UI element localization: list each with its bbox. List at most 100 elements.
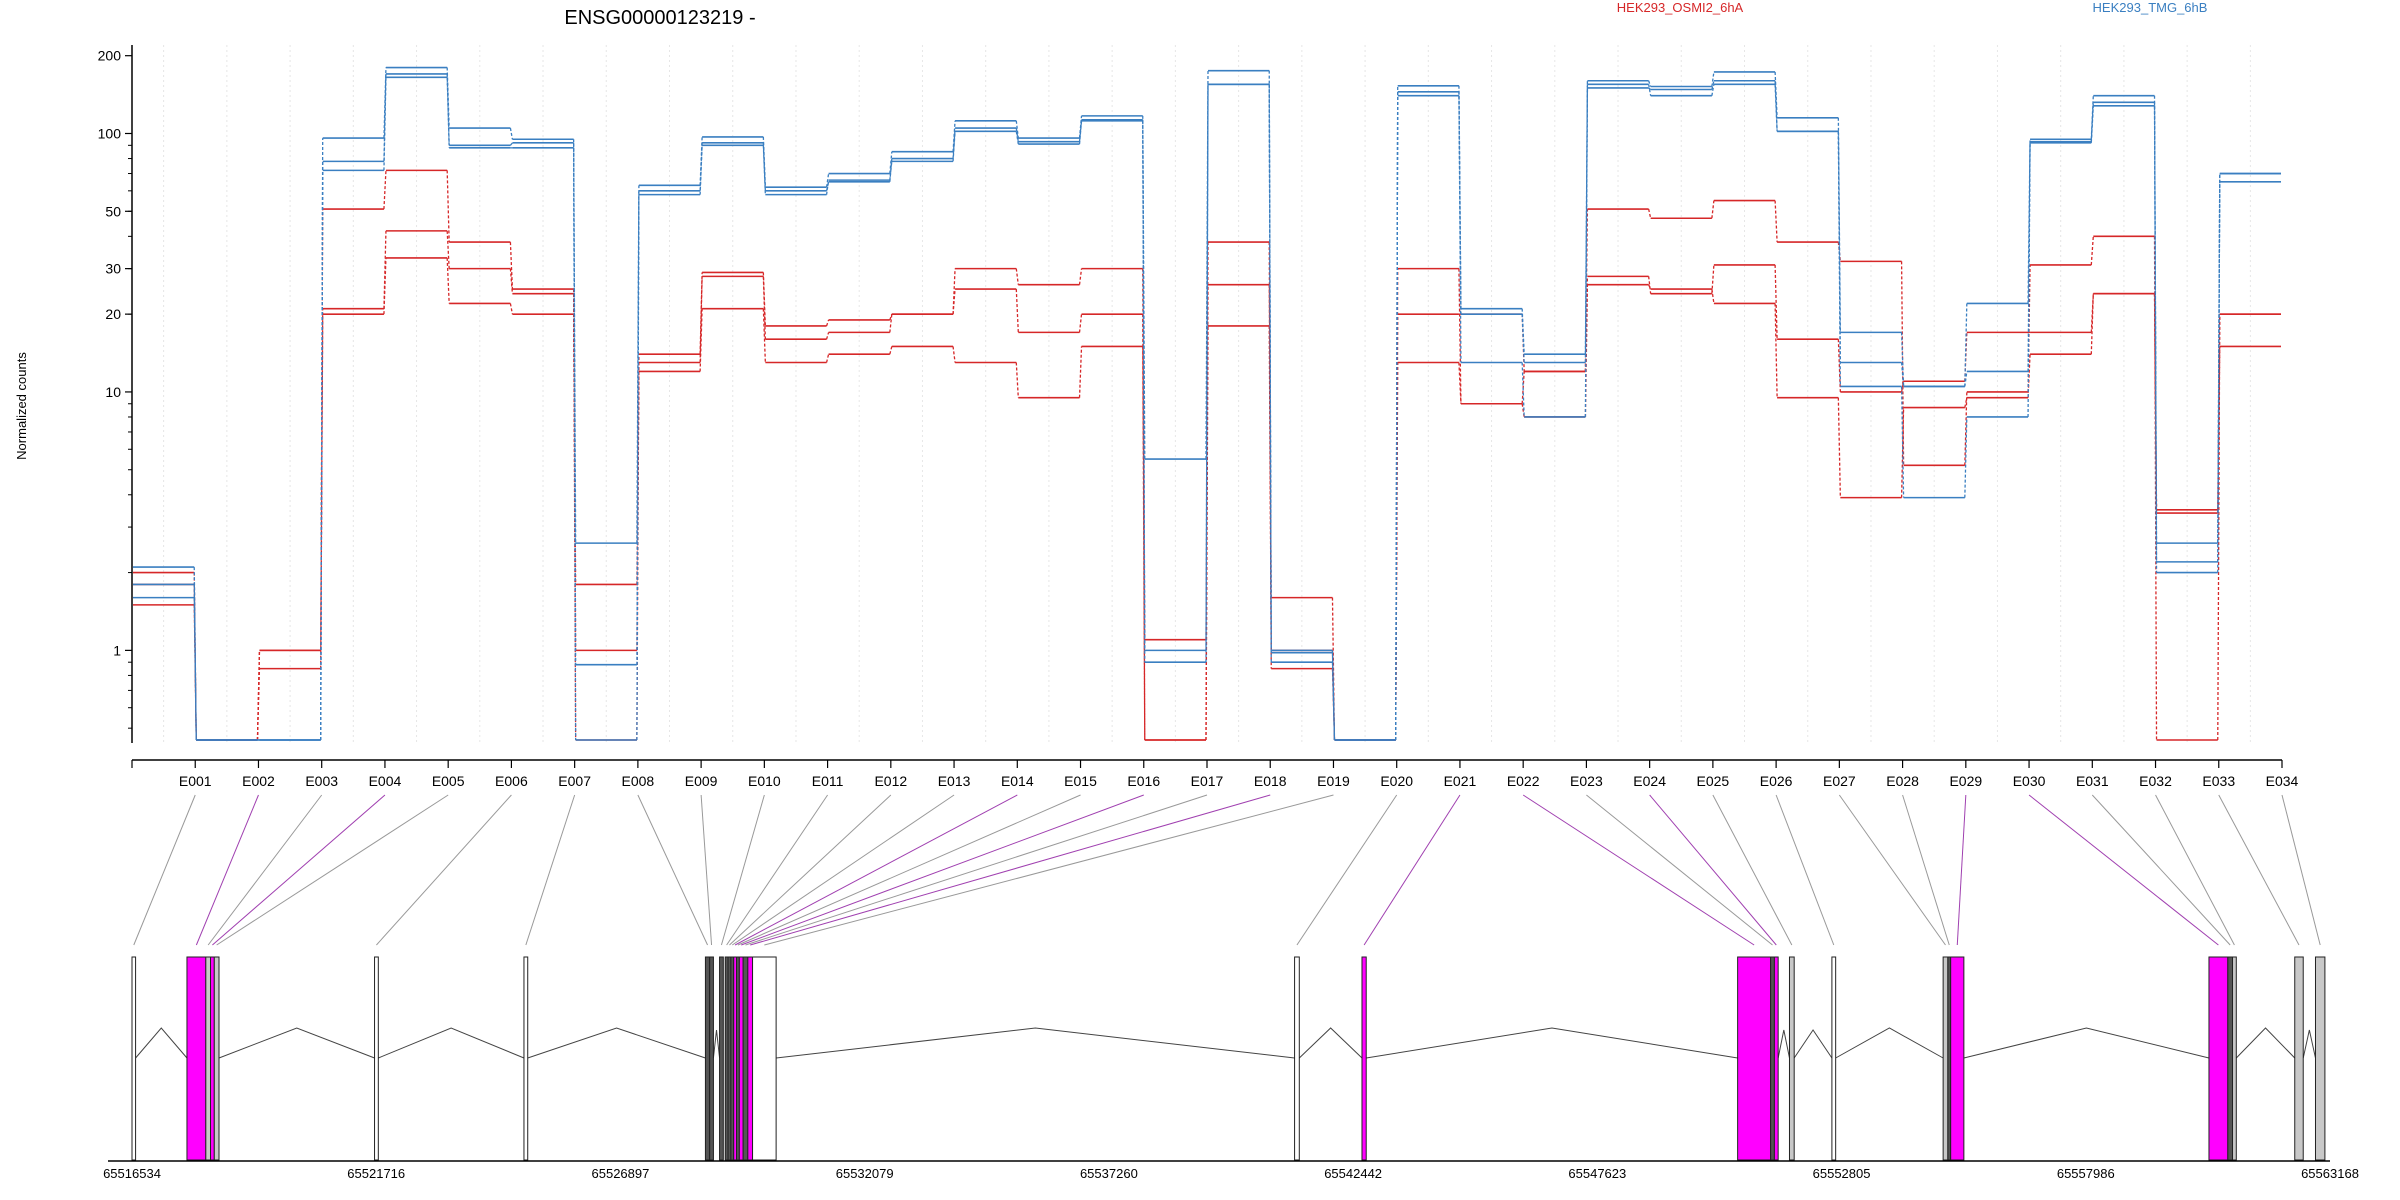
genomic-tick-label: 65542442 xyxy=(1324,1166,1382,1181)
series-transition xyxy=(1900,386,1905,498)
y-tick-label: 30 xyxy=(105,261,121,277)
exon-box-E033 xyxy=(2294,956,2304,1161)
series-transition xyxy=(446,230,450,269)
series-transition xyxy=(509,242,514,290)
intron-arc xyxy=(378,1027,525,1059)
exon-label: E017 xyxy=(1191,773,1224,789)
connector-E001 xyxy=(133,794,196,946)
series-transition xyxy=(952,131,956,162)
exon-label: E024 xyxy=(1633,773,1666,789)
intron-arc xyxy=(218,1027,375,1059)
exon-box-E016 xyxy=(738,956,744,1161)
exon-box-E003 xyxy=(205,956,212,1161)
series-transition xyxy=(636,194,640,741)
connector-E019 xyxy=(764,794,1334,946)
exon-label: E030 xyxy=(2013,773,2046,789)
exon-box-E029 xyxy=(1950,956,1965,1161)
exon-box-E024 xyxy=(1773,956,1779,1161)
series-transition xyxy=(1774,264,1778,340)
exon-label: E004 xyxy=(369,773,402,789)
exon-label: E028 xyxy=(1886,773,1919,789)
series-transition xyxy=(383,170,387,210)
exon-label: E029 xyxy=(1949,773,1982,789)
connector-E004 xyxy=(212,794,386,946)
exon-box-E020 xyxy=(1294,956,1300,1161)
series-transition xyxy=(1964,391,1968,466)
series-transition xyxy=(509,303,514,315)
intron-arc xyxy=(1777,1029,1790,1059)
exon-label: E010 xyxy=(748,773,781,789)
genomic-coordinate-axis: 65516534 65521716 65526897 65532079 65537260… xyxy=(103,1160,2359,1181)
y-tick-label: 10 xyxy=(105,384,121,400)
connector-E030 xyxy=(2028,794,2219,946)
exon-label: E012 xyxy=(874,773,907,789)
exon-box-E030 xyxy=(2208,956,2229,1161)
exon-label: E021 xyxy=(1444,773,1477,789)
series-transition xyxy=(383,230,387,309)
exon-label: E025 xyxy=(1697,773,1730,789)
series-transition xyxy=(1648,208,1652,219)
series-transition xyxy=(2153,105,2158,573)
exon-label: E016 xyxy=(1127,773,1160,789)
series-transition xyxy=(1837,397,1842,498)
series-transition xyxy=(446,170,450,243)
exon-label: E003 xyxy=(305,773,338,789)
y-axis-label: Normalized counts xyxy=(14,352,29,460)
series-transition xyxy=(2217,314,2221,741)
legend-entry-tmg: HEK293_TMG_6hB xyxy=(2093,0,2208,15)
exon-box-E007 xyxy=(523,956,529,1161)
series-transition xyxy=(1648,80,1652,87)
series-transition xyxy=(1711,84,1715,96)
series-transition xyxy=(1837,117,1842,333)
exon-box-E022 xyxy=(1737,956,1772,1161)
series-transition xyxy=(952,268,956,315)
genomic-tick-label: 65557986 xyxy=(2057,1166,2115,1181)
series-transition xyxy=(889,313,893,321)
exon-box-E006 xyxy=(374,956,379,1161)
series-transition xyxy=(2217,173,2221,573)
connector-E014 xyxy=(734,794,1018,946)
connector-E023 xyxy=(1586,794,1773,946)
genomic-tick-label: 65537260 xyxy=(1080,1166,1138,1181)
series-HEK293_TMG_6hB-5 xyxy=(133,76,2281,741)
series-transition xyxy=(2090,236,2094,265)
y-tick-label: 50 xyxy=(105,203,121,219)
exon-label: E005 xyxy=(432,773,465,789)
intron-arc xyxy=(2235,1027,2296,1059)
exon-label: E026 xyxy=(1760,773,1793,789)
connector-E028 xyxy=(1902,794,1950,946)
exon-label: E007 xyxy=(558,773,591,789)
series-transition xyxy=(1015,289,1019,333)
connector-E016 xyxy=(741,794,1144,946)
y-tick-label: 100 xyxy=(98,125,122,141)
exon-label: E015 xyxy=(1064,773,1097,789)
series-transition xyxy=(762,145,767,195)
series-transition xyxy=(1458,362,1462,404)
series-transition xyxy=(699,142,703,191)
series-transition xyxy=(1078,120,1083,145)
connector-E006 xyxy=(376,794,512,946)
series-transition xyxy=(1711,200,1715,219)
exon-label: E006 xyxy=(495,773,528,789)
series-transition xyxy=(1774,84,1778,132)
legend-entry-osmi2: HEK293_OSMI2_6hA xyxy=(1617,0,1744,15)
connector-E002 xyxy=(195,794,259,946)
series-transition xyxy=(1268,84,1272,663)
intron-arc xyxy=(1366,1027,1738,1059)
exon-label: E020 xyxy=(1380,773,1413,789)
connector-E011 xyxy=(726,794,829,946)
series-transition xyxy=(1458,95,1462,363)
series-transition xyxy=(509,142,513,146)
series-transition xyxy=(509,268,514,294)
series-transition xyxy=(1648,276,1652,294)
exon-box-E034 xyxy=(2314,956,2326,1161)
series-transition xyxy=(572,147,577,741)
exon-connector-lines xyxy=(133,794,2321,946)
series-transition xyxy=(825,332,830,340)
series-transition xyxy=(1648,87,1652,91)
connector-E029 xyxy=(1956,794,1967,946)
exon-box-E026 xyxy=(1831,956,1837,1161)
intron-arc xyxy=(527,1027,706,1059)
connector-E027 xyxy=(1838,794,1946,946)
